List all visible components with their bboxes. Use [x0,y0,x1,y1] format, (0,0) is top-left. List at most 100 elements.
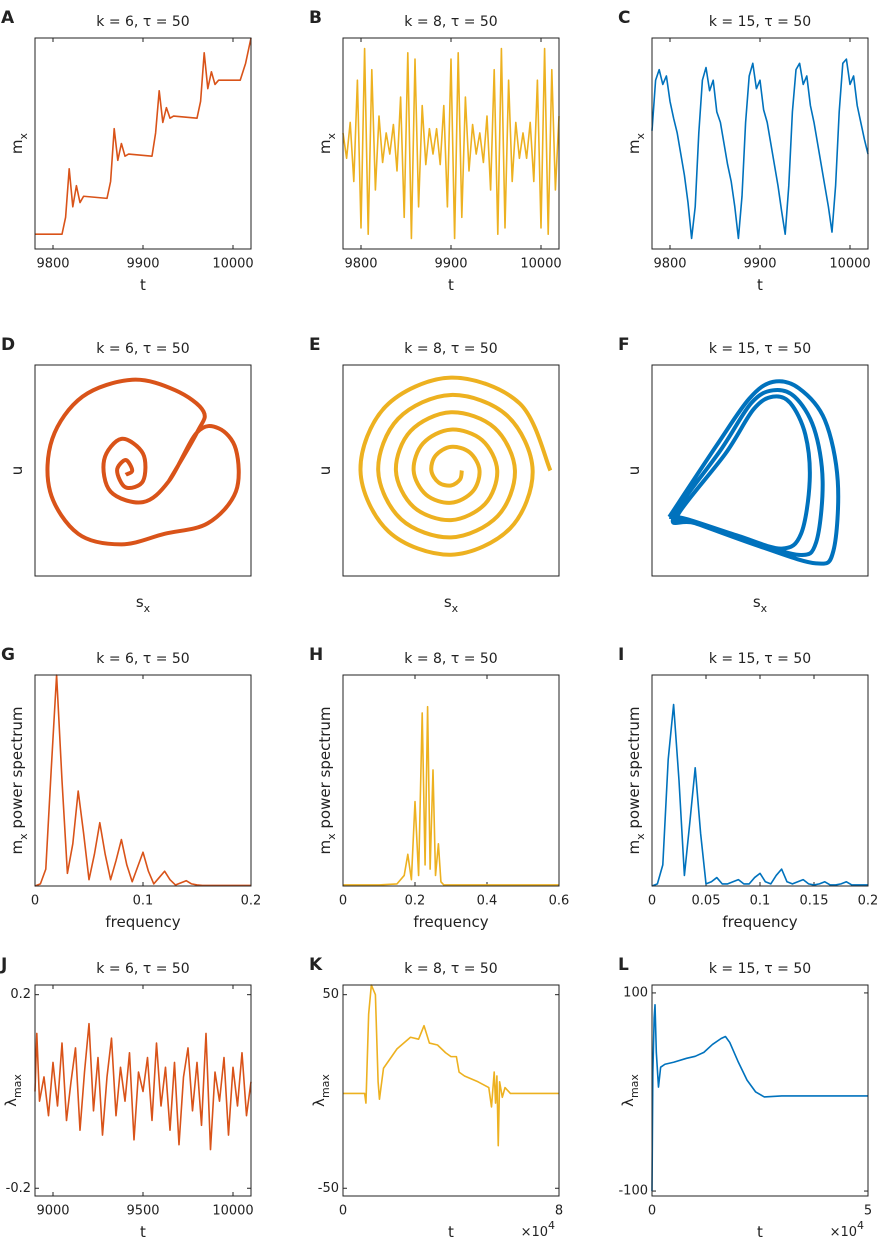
x-axis-label-part: frequency [722,913,797,931]
data-line [343,705,559,886]
y-axis-label-part: power spectrum [316,706,334,833]
x-axis-label: t [757,276,763,294]
panel-letter: B [309,8,322,28]
y-axis-label-part: x [634,833,647,840]
x-multiplier-part: ×10 [521,1225,548,1240]
y-axis-label-part: x [634,132,647,139]
x-axis-label: t [448,276,454,294]
plot-frame [34,674,252,887]
x-tick-label: 0 [31,894,39,909]
panel-letter: K [309,955,323,975]
x-axis-label: t [448,1223,454,1241]
x-tick-label: 10000 [520,257,561,272]
y-axis-label: mx power spectrum [316,706,338,854]
x-multiplier-part: 4 [548,1219,555,1232]
y-axis-label-part: λ [619,1098,637,1107]
panel-letter: F [618,335,630,355]
x-axis-label-part: t [757,276,763,294]
y-tick-label: 0.2 [10,987,31,1002]
y-axis-label-part: power spectrum [625,706,643,833]
y-axis-label-part: u [8,466,26,476]
x-tick-label: 0.15 [800,894,829,909]
panel-letter: L [618,955,629,975]
y-axis-label-part: x [17,132,30,139]
y-axis-label: u [316,466,334,476]
panel-title: k = 6, τ = 50 [96,14,189,30]
x-axis-label: frequency [413,913,488,931]
data-line [35,37,252,236]
y-tick-label: 50 [322,987,339,1002]
y-axis-label-part: max [11,1074,24,1098]
y-axis-label: mx [8,132,30,154]
y-axis-label-part: x [325,833,338,840]
panel-title: k = 8, τ = 50 [404,651,497,667]
x-tick-label: 9900 [126,257,159,272]
panel-title: k = 6, τ = 50 [96,651,189,667]
y-axis-label: λmax [2,1074,24,1107]
y-axis-label: λmax [619,1074,641,1107]
phase-curve [45,377,241,547]
x-tick-label: 5 [864,1204,872,1219]
y-axis-label: u [625,466,643,476]
y-axis-label-part: m [316,139,334,154]
x-tick-label: 0.1 [133,894,154,909]
x-axis-label: t [140,1223,146,1241]
panel-letter: J [0,955,7,975]
panel-letter: I [618,645,624,665]
x-multiplier-part: 4 [857,1219,864,1232]
y-axis-label: λmax [310,1074,332,1107]
x-axis-label-part: frequency [413,913,488,931]
panel-title: k = 15, τ = 50 [709,341,811,357]
x-tick-label: 9900 [434,257,467,272]
data-line [651,58,869,240]
x-axis-label-part: x [144,602,151,615]
plot-frame [342,37,560,250]
y-axis-label: mx [316,132,338,154]
x-axis-label: frequency [105,913,180,931]
data-line [651,703,868,887]
panel-title: k = 6, τ = 50 [96,341,189,357]
plot-frame [342,984,560,1197]
y-axis-label-part: m [625,139,643,154]
x-axis-label: sx [136,593,151,615]
y-axis-label-part: x [17,833,30,840]
y-axis-label-part: max [319,1074,332,1098]
panel-title: k = 8, τ = 50 [404,961,497,977]
x-tick-label: 10000 [829,257,870,272]
y-axis-label: u [8,466,26,476]
panel-title: k = 15, τ = 50 [709,14,811,30]
x-tick-label: 0 [339,1204,347,1219]
y-axis-label-part: u [625,466,643,476]
x-axis-label-part: t [140,276,146,294]
panel-title: k = 8, τ = 50 [404,341,497,357]
x-axis-label-part: x [452,602,459,615]
y-axis-label-part: m [625,840,643,855]
x-tick-label: 0 [648,894,656,909]
panel-letter: H [309,645,323,665]
plot-frame [342,364,560,577]
x-tick-label: 10000 [212,1204,253,1219]
x-tick-label: 0.2 [858,894,879,909]
y-axis-label-part: x [325,132,338,139]
plot-frame [651,984,869,1197]
x-tick-label: 0.4 [477,894,498,909]
y-axis-label: mx power spectrum [625,706,647,854]
plot-frame [34,984,252,1197]
y-tick-label: -0.2 [6,1181,31,1196]
plot-frame [342,674,560,887]
x-axis-label-part: t [448,276,454,294]
data-line [651,1004,868,1192]
plot-frame [34,364,252,577]
x-axis-label-part: s [753,593,761,611]
x-axis-label-part: t [140,1223,146,1241]
data-line [343,984,559,1147]
x-tick-label: 9500 [126,1204,159,1219]
x-axis-label-part: t [757,1223,763,1241]
x-axis-label: t [140,276,146,294]
y-axis-label-part: m [8,139,26,154]
x-tick-label: 0.2 [405,894,426,909]
x-tick-label: 9000 [36,1204,69,1219]
x-tick-label: 0.05 [692,894,721,909]
x-multiplier-part: ×10 [830,1225,857,1240]
